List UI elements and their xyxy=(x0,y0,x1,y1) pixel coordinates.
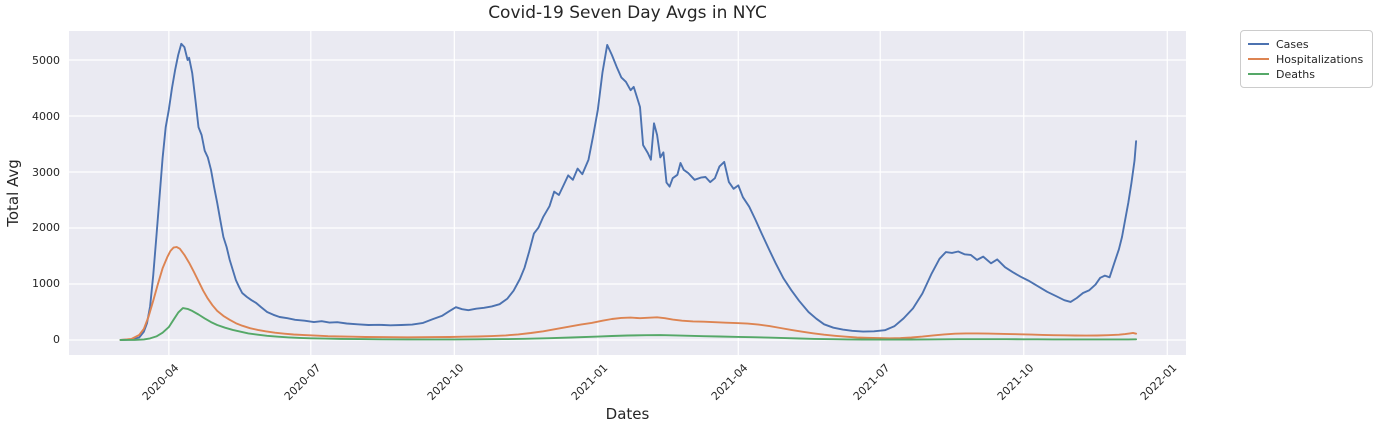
legend-item-deaths: Deaths xyxy=(1248,67,1363,81)
cases-line-swatch xyxy=(1248,43,1269,45)
y-tick-label: 0 xyxy=(53,333,60,347)
series-line-cases xyxy=(119,42,1138,341)
y-axis-label: Total Avg xyxy=(4,159,22,227)
plot-background xyxy=(69,31,1186,355)
hospitalizations-line-swatch xyxy=(1248,58,1269,60)
series-line-hospitalizations xyxy=(119,246,1138,341)
series-line-deaths xyxy=(119,307,1138,341)
legend-label: Cases xyxy=(1276,37,1309,51)
y-tick-label: 1000 xyxy=(32,277,60,291)
y-tick-label: 2000 xyxy=(32,221,60,235)
legend-item-hospitalizations: Hospitalizations xyxy=(1248,52,1363,66)
y-tick-label: 5000 xyxy=(32,53,60,67)
chart-title: Covid-19 Seven Day Avgs in NYC xyxy=(488,3,767,23)
legend-label: Hospitalizations xyxy=(1276,52,1364,66)
legend-label: Deaths xyxy=(1276,67,1315,81)
legend: Cases Hospitalizations Deaths xyxy=(1240,30,1373,88)
y-tick-label: 4000 xyxy=(32,109,60,123)
x-axis-label: Dates xyxy=(605,405,650,423)
deaths-line-swatch xyxy=(1248,73,1269,75)
legend-item-cases: Cases xyxy=(1248,37,1363,51)
y-tick-label: 3000 xyxy=(32,165,60,179)
